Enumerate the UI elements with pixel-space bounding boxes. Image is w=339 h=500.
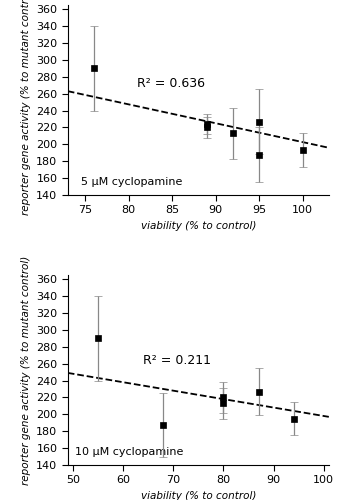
X-axis label: viability (% to control): viability (% to control) [141, 221, 256, 231]
Text: R² = 0.211: R² = 0.211 [143, 354, 211, 366]
Y-axis label: reporter gene activity (% to mutant control): reporter gene activity (% to mutant cont… [21, 256, 31, 484]
X-axis label: viability (% to control): viability (% to control) [141, 491, 256, 500]
Text: 5 μM cyclopamine: 5 μM cyclopamine [81, 177, 182, 187]
Y-axis label: reporter gene activity (% to mutant control): reporter gene activity (% to mutant cont… [21, 0, 31, 214]
Text: R² = 0.636: R² = 0.636 [137, 77, 205, 90]
Text: 10 μM cyclopamine: 10 μM cyclopamine [75, 447, 184, 457]
